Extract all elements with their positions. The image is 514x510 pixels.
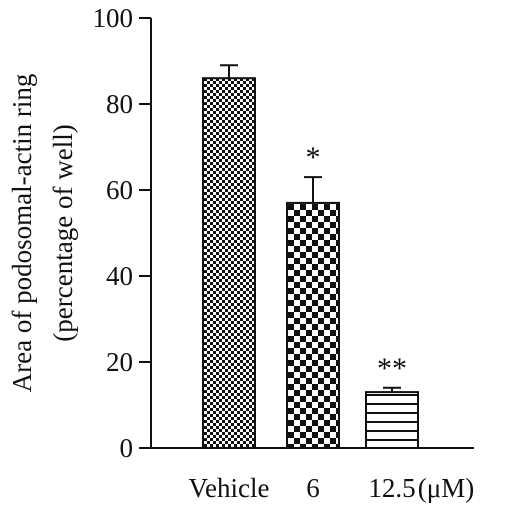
significance-label: * — [306, 141, 321, 174]
x-tick-label: 6 — [306, 473, 320, 503]
y-tick-label: 40 — [106, 261, 133, 291]
y-axis-title-line-2: (percentage of well) — [48, 124, 78, 341]
x-tick-label: 12.5 — [368, 473, 415, 503]
significance-labels: *** — [306, 141, 408, 385]
significance-label: ** — [377, 352, 407, 385]
bar-vehicle — [202, 77, 256, 449]
bar-12-5 — [365, 391, 419, 450]
bars — [202, 77, 419, 450]
error-bars — [220, 64, 401, 393]
y-axis-title-line-1: Area of podosomal-actin ring — [7, 74, 37, 393]
bar-6 — [286, 201, 340, 449]
y-tick-label: 60 — [106, 175, 133, 205]
x-tick-labels: Vehicle 6 12.5 — [189, 473, 416, 503]
y-ticks: 0 20 40 60 80 100 — [93, 3, 151, 463]
y-tick-label: 80 — [106, 89, 133, 119]
y-tick-label: 0 — [120, 433, 134, 463]
unit-label: (μM) — [418, 473, 474, 503]
y-tick-label: 20 — [106, 347, 133, 377]
y-axis-title: Area of podosomal-actin ring (percentage… — [7, 74, 78, 393]
y-tick-label: 100 — [93, 3, 134, 33]
x-tick-label: Vehicle — [189, 473, 270, 503]
